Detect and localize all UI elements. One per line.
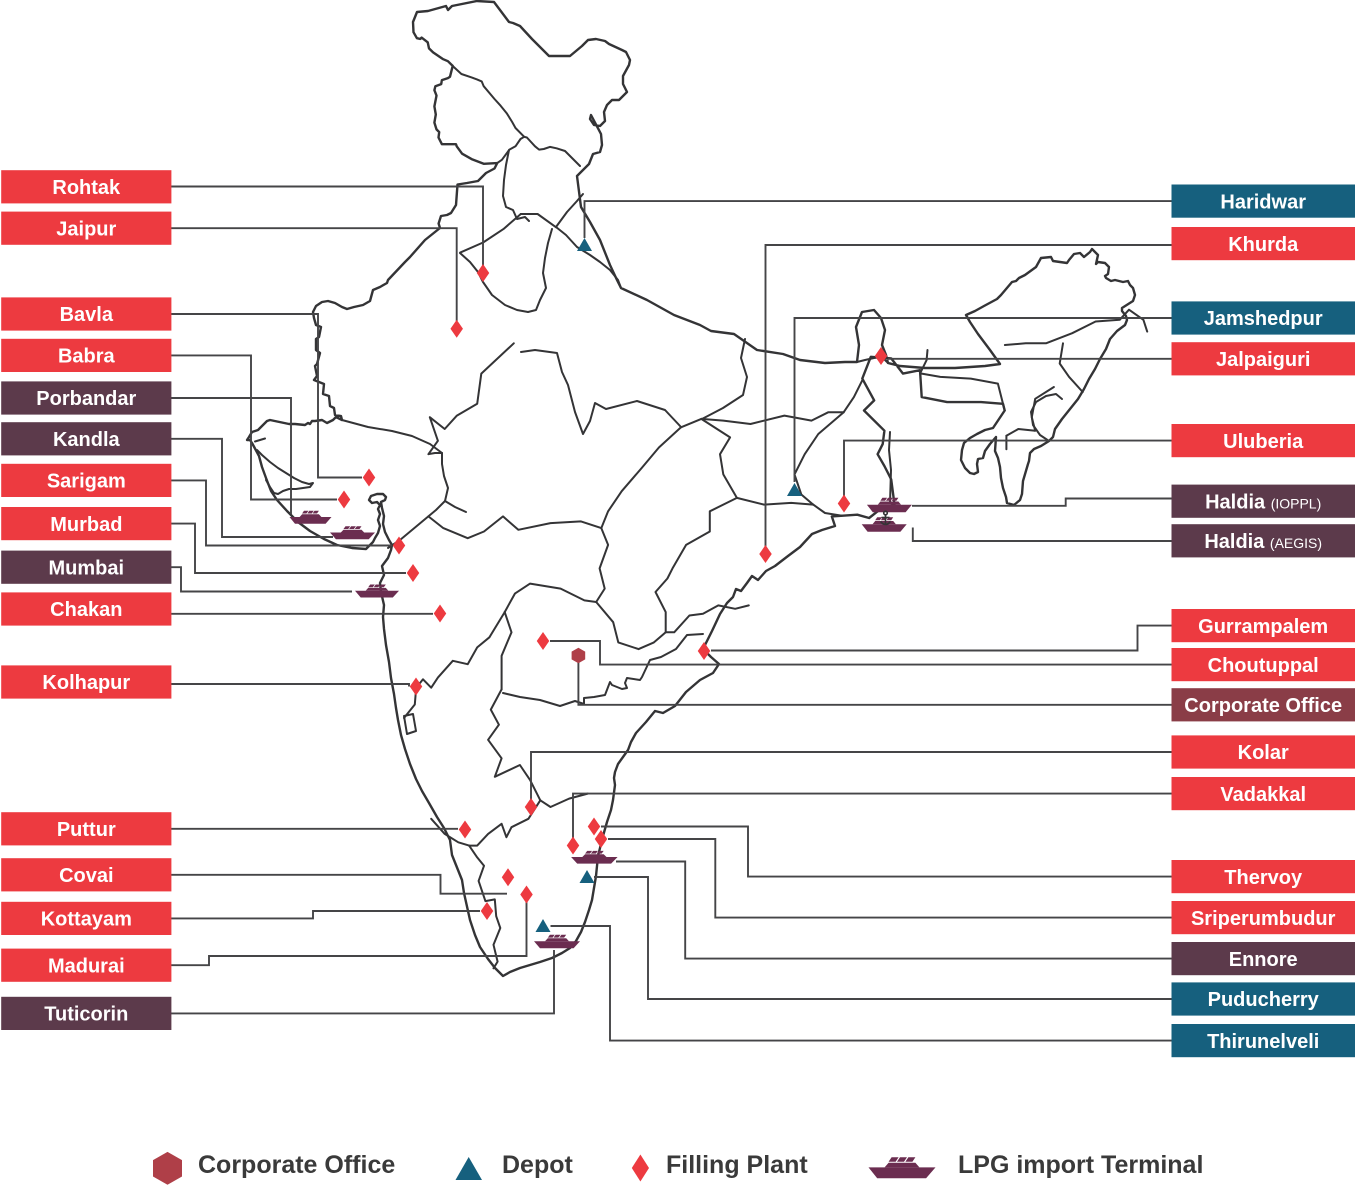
svg-text:Corporate Office: Corporate Office xyxy=(1184,695,1342,717)
svg-text:Rohtak: Rohtak xyxy=(52,177,121,199)
svg-text:Jamshedpur: Jamshedpur xyxy=(1204,308,1323,330)
svg-text:Chakan: Chakan xyxy=(50,599,122,621)
svg-text:Ennore: Ennore xyxy=(1229,949,1298,971)
svg-text:Kolar: Kolar xyxy=(1238,742,1289,764)
svg-text:Tuticorin: Tuticorin xyxy=(44,1004,128,1026)
svg-text:Haldia (AEGIS): Haldia (AEGIS) xyxy=(1204,531,1322,553)
svg-text:Porbandar: Porbandar xyxy=(36,388,136,410)
svg-text:Bavla: Bavla xyxy=(60,304,114,326)
svg-text:Gurrampalem: Gurrampalem xyxy=(1198,616,1328,638)
svg-text:Haldia (IOPPL): Haldia (IOPPL) xyxy=(1205,491,1321,513)
svg-text:Thervoy: Thervoy xyxy=(1224,867,1303,889)
svg-text:Puttur: Puttur xyxy=(57,819,116,841)
svg-text:Mumbai: Mumbai xyxy=(49,557,125,579)
svg-text:Corporate Office: Corporate Office xyxy=(198,1151,395,1179)
svg-text:LPG import Terminal: LPG import Terminal xyxy=(958,1151,1203,1179)
svg-text:Covai: Covai xyxy=(59,865,113,887)
svg-text:Uluberia: Uluberia xyxy=(1223,431,1304,453)
svg-text:Depot: Depot xyxy=(502,1151,574,1179)
svg-text:Madurai: Madurai xyxy=(48,955,125,977)
svg-text:Murbad: Murbad xyxy=(50,514,122,536)
svg-text:Babra: Babra xyxy=(58,346,116,368)
svg-text:Sriperumbudur: Sriperumbudur xyxy=(1191,908,1336,930)
svg-text:Kolhapur: Kolhapur xyxy=(42,672,130,694)
svg-text:Puducherry: Puducherry xyxy=(1208,989,1320,1011)
svg-text:Sarigam: Sarigam xyxy=(47,471,126,493)
svg-text:Vadakkal: Vadakkal xyxy=(1220,784,1306,806)
svg-text:Kottayam: Kottayam xyxy=(41,909,132,931)
svg-text:Jalpaiguri: Jalpaiguri xyxy=(1216,349,1310,371)
svg-text:Thirunelveli: Thirunelveli xyxy=(1207,1031,1319,1053)
svg-text:Jaipur: Jaipur xyxy=(56,218,116,240)
svg-text:Khurda: Khurda xyxy=(1228,234,1299,256)
svg-text:Filling Plant: Filling Plant xyxy=(666,1151,808,1179)
svg-text:Haridwar: Haridwar xyxy=(1220,191,1306,213)
svg-text:Kandla: Kandla xyxy=(53,429,121,451)
svg-text:Choutuppal: Choutuppal xyxy=(1208,655,1319,677)
